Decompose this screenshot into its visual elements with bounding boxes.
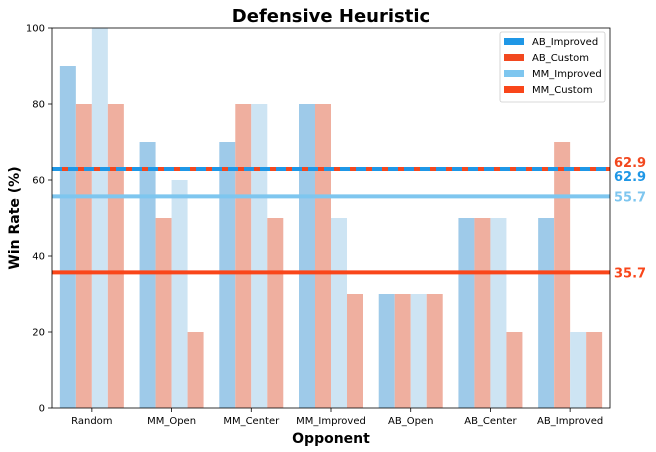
bar-mm-custom-6: [586, 332, 603, 408]
y-tick-label: 100: [26, 24, 45, 35]
bar-mm-custom-2: [267, 218, 284, 408]
x-tick-label: AB_Center: [464, 416, 517, 427]
legend-swatch-mm-custom: [504, 86, 524, 93]
bar-ab-custom-4: [394, 294, 411, 408]
x-tick-label: MM_Improved: [296, 416, 366, 427]
bar-ab-improved-1: [139, 142, 156, 408]
x-tick-label: Random: [71, 416, 112, 427]
bar-mm-custom-3: [347, 294, 363, 408]
avg-label-mm-custom: 35.7: [614, 266, 646, 281]
y-tick-label: 80: [32, 100, 45, 111]
bar-mm-custom-1: [187, 332, 204, 408]
bar-mm-custom-4: [426, 294, 443, 408]
bar-mm-custom-0: [107, 104, 124, 408]
legend-swatch-ab-improved: [504, 38, 524, 45]
y-tick-label: 20: [32, 328, 45, 339]
bar-mm-improved-4: [410, 294, 427, 408]
bar-ab-improved-4: [378, 294, 395, 408]
reference-labels: 62.962.9 55.7 35.7: [614, 156, 646, 281]
bar-mm-improved-2: [251, 104, 268, 408]
x-tick-label: MM_Open: [147, 416, 196, 427]
bar-ab-custom-5: [474, 218, 491, 408]
bar-ab-custom-3: [315, 104, 331, 408]
avg-label-ab-improved: 62.9: [614, 170, 646, 185]
bar-ab-custom-1: [155, 218, 172, 408]
x-tick-label: MM_Center: [223, 416, 280, 427]
bar-mm-improved-0: [91, 28, 108, 408]
legend-swatch-mm-improved: [504, 70, 524, 77]
avg-label-mm-improved: 55.7: [614, 190, 646, 205]
bar-ab-custom-6: [554, 142, 571, 408]
bar-ab-improved-6: [538, 218, 555, 408]
bar-mm-custom-5: [506, 332, 523, 408]
x-axis-label: Opponent: [292, 431, 370, 447]
y-tick-label: 0: [39, 404, 45, 415]
legend: AB_Improved AB_Custom MM_Improved MM_Custom: [499, 31, 606, 103]
bar-ab-custom-0: [75, 104, 92, 408]
chart-title: Defensive Heuristic: [232, 6, 430, 27]
bar-mm-improved-6: [570, 332, 587, 408]
bar-ab-improved-3: [299, 104, 315, 408]
legend-box: [499, 31, 606, 103]
legend-label-ab-custom: AB_Custom: [532, 53, 589, 64]
reference-lines-layer: [52, 166, 610, 275]
bars-layer: [59, 28, 603, 408]
x-tick-label: AB_Improved: [537, 416, 603, 427]
bar-mm-improved-5: [490, 218, 507, 408]
y-axis-label: Win Rate (%): [7, 166, 23, 269]
x-tick-label: AB_Open: [388, 416, 433, 427]
bar-mm-improved-1: [171, 180, 188, 408]
legend-label-ab-improved: AB_Improved: [532, 37, 598, 48]
bar-ab-improved-0: [59, 66, 76, 408]
legend-label-mm-improved: MM_Improved: [532, 69, 602, 80]
bar-ab-custom-2: [235, 104, 252, 408]
y-tick-label: 40: [32, 252, 45, 263]
y-axis-ticks: 0 20 40 60 80 100: [26, 24, 52, 415]
x-axis-ticks: Random MM_Open MM_Center MM_Improved AB_Open…: [71, 408, 603, 427]
legend-swatch-ab-custom: [504, 54, 524, 61]
bar-ab-improved-5: [458, 218, 475, 408]
bar-mm-improved-3: [331, 218, 347, 408]
bar-ab-improved-2: [219, 142, 236, 408]
y-tick-label: 60: [32, 176, 45, 187]
legend-label-mm-custom: MM_Custom: [532, 85, 593, 96]
avg-label-ab-custom: 62.9: [614, 156, 646, 171]
